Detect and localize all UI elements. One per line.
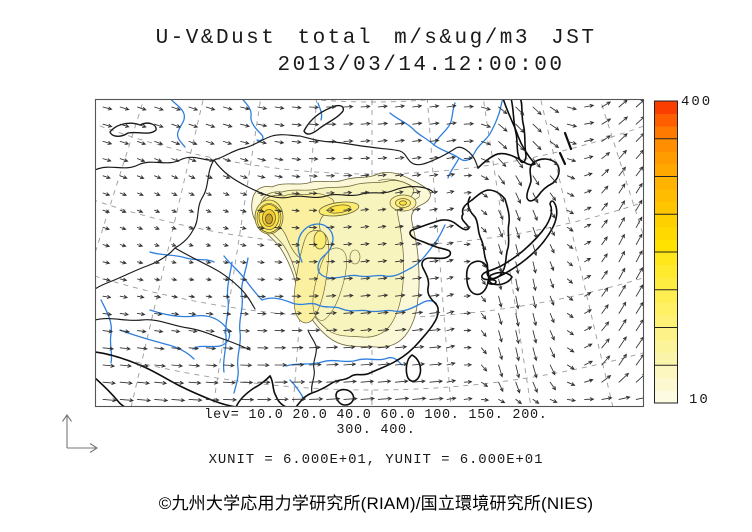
river-tarim — [149, 251, 215, 263]
figure-title: U-V&Dust total m/s&ug/m3 JST — [155, 27, 597, 50]
colorbar — [654, 100, 678, 404]
colorbar-max-label: 400 — [681, 94, 713, 110]
colorbar-segment — [654, 264, 678, 278]
coastlines-and-borders — [95, 99, 573, 407]
border-indochina — [307, 329, 317, 394]
border-india-north — [95, 318, 251, 351]
dust-hotspot-b — [318, 201, 360, 217]
colorbar-segment — [654, 138, 678, 152]
coast-india-west — [95, 377, 126, 407]
coast-russia-pacific — [477, 99, 537, 169]
coast-taiwan — [405, 354, 422, 383]
copyright-text: ©九州大学応用力学研究所(RIAM)/国立環境研究所(NIES) — [158, 494, 594, 513]
river-mekong — [233, 257, 249, 394]
colorbar-segment — [654, 126, 678, 140]
colorbar-segment — [654, 390, 678, 404]
vector-units-line: XUNIT = 6.000E+01, YUNIT = 6.000E+01 — [208, 452, 544, 468]
colorbar-segment — [654, 239, 678, 253]
river — [170, 99, 186, 148]
colorbar-segment — [654, 176, 678, 190]
river — [241, 99, 264, 142]
colorbar-segment — [654, 163, 678, 177]
colorbar-segment — [654, 189, 678, 203]
colorbar-outline — [654, 100, 678, 404]
colorbar-segment — [654, 113, 678, 127]
river-salween — [222, 261, 233, 373]
border-china-west — [174, 159, 215, 249]
xy-axes-indicator-icon — [62, 414, 99, 453]
dust-hotspot-c-core — [399, 200, 407, 206]
colorbar-segment — [654, 302, 678, 316]
lake-baikal — [303, 104, 345, 135]
river — [447, 157, 460, 179]
colorbar-min-label: 10 — [689, 392, 710, 408]
colorbar-segment — [654, 201, 678, 215]
coast-india-bengal — [95, 351, 237, 407]
colorbar-segment — [654, 151, 678, 165]
dust-spot-small — [349, 249, 361, 265]
coast-kuril-islands — [558, 131, 573, 166]
colorbar-segment — [654, 289, 678, 303]
colorbar-segment — [654, 352, 678, 366]
border-mongolia-south — [213, 159, 434, 199]
dust-contour-level40-central — [293, 230, 330, 324]
map-frame — [94, 98, 645, 408]
colorbar-segment — [654, 365, 678, 379]
dust-hotspot-b2 — [313, 230, 327, 250]
dust-hotspot-a — [254, 199, 284, 235]
colorbar-segment — [654, 377, 678, 391]
lake-balkhash — [109, 122, 157, 137]
border-himalaya-west — [95, 247, 176, 290]
colorbar-segment — [654, 277, 678, 291]
river — [317, 102, 323, 121]
wind-vector-arrows — [102, 99, 644, 405]
coast-burma — [235, 374, 287, 407]
river-red — [289, 379, 305, 400]
border-himalaya-east — [174, 247, 256, 310]
colorbar-segment — [654, 314, 678, 328]
coast-china-southeast — [295, 303, 439, 407]
river-ganges — [119, 329, 195, 360]
colorbar-segment — [654, 252, 678, 265]
coast-honshu — [481, 200, 558, 281]
river-yangtze — [223, 255, 437, 313]
colorbar-segment — [654, 340, 678, 354]
coast-hainan — [335, 388, 355, 406]
dust-contour-inner-line — [312, 247, 347, 321]
colorbar-segment — [654, 214, 678, 228]
figure-timestamp: 2013/03/14.12:00:00 — [277, 54, 565, 77]
coast-jeju — [487, 278, 497, 285]
river-brahmaputra — [149, 309, 231, 350]
colorbar-segment — [654, 327, 678, 341]
colorbar-segment — [654, 226, 678, 240]
colorbar-segment — [654, 101, 678, 114]
river-pearl — [285, 356, 403, 367]
coast-korea — [467, 189, 510, 280]
contour-levels-line2: 300. 400. — [336, 423, 416, 438]
contour-levels-line1: lev= 10.0 20.0 40.0 60.0 100. 150. 200. — [204, 408, 548, 423]
